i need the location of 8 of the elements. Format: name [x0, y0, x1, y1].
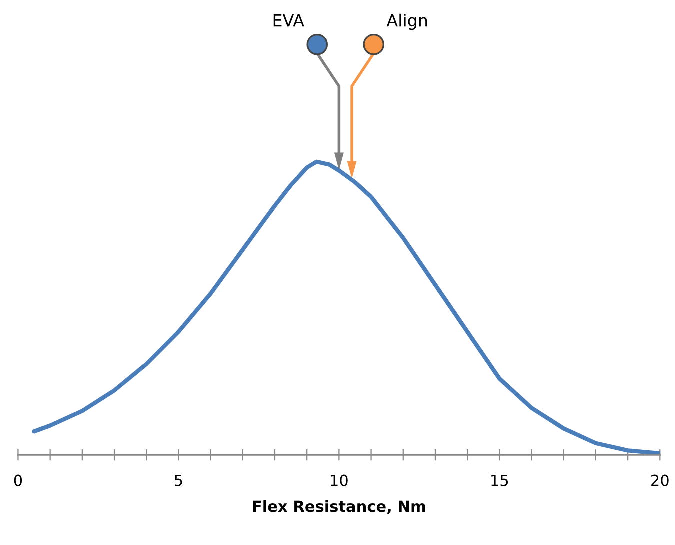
x-tick-label: 10 [331, 474, 348, 486]
x-tick-label: 5 [175, 474, 182, 486]
x-tick-label: 20 [652, 474, 669, 486]
x-tick-label: 15 [492, 474, 508, 486]
x-axis-title: Flex Resistance, Nm [253, 500, 426, 514]
x-tick-label: 0 [14, 474, 22, 486]
text: EVA [274, 14, 304, 27]
text: Align [386, 14, 428, 30]
